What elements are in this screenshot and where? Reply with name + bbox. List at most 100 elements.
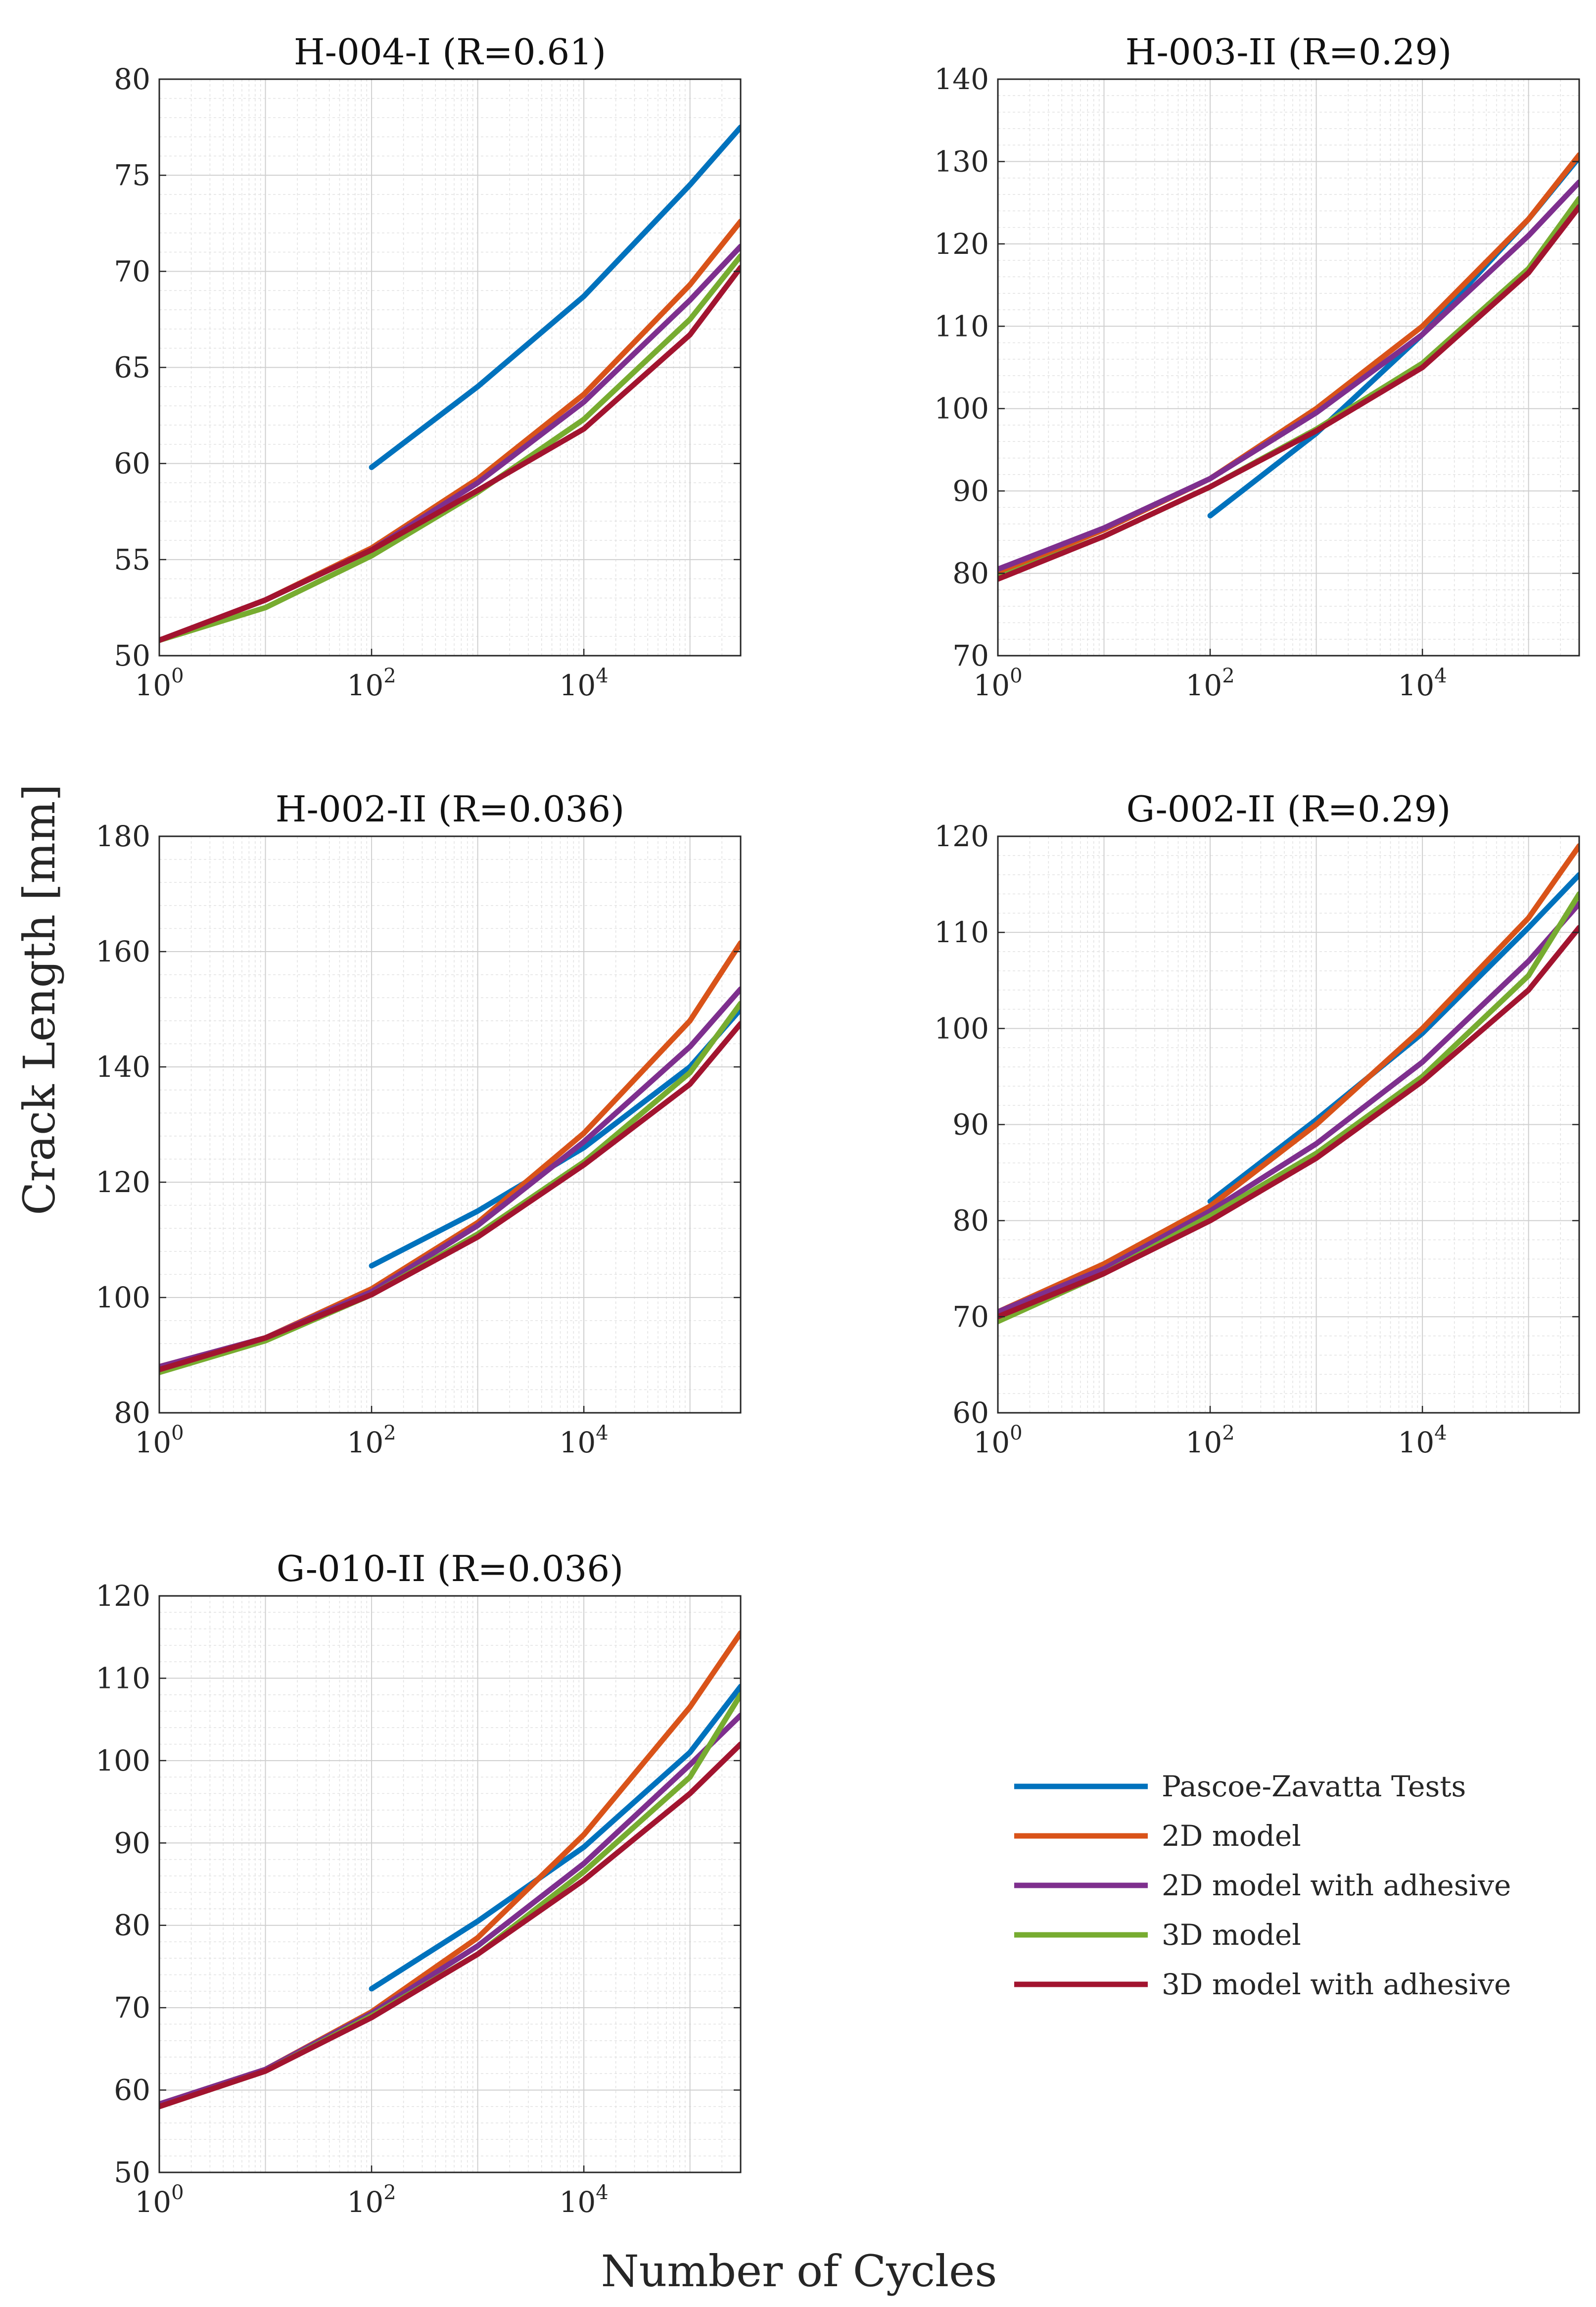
x-tick-label: 104 [559,2181,608,2219]
legend-item: 2D model [1014,1819,1301,1853]
x-tick-label: 104 [1398,665,1447,702]
series-line-3 [159,243,741,643]
series-line-2 [159,218,741,643]
ticks: 50 60 70 80 90 100 110 120 100 102 104 [95,1579,741,2219]
y-tick-label: 140 [95,1050,150,1084]
y-tick-label: 70 [114,254,150,288]
legend-item: Pascoe-Zavatta Tests [1014,1770,1466,1803]
series-line-1 [1207,872,1579,1204]
series-line-5 [159,1741,741,2110]
chart-panel-1: 50 55 60 65 70 75 80 100 102 104 H-004-I (R=0.61) [114,31,742,702]
y-tick-label: 130 [934,144,989,178]
axes-frame [997,78,1580,657]
x-tick-label: 100 [135,665,184,702]
y-tick-label: 110 [95,1661,150,1695]
y-tick-label: 90 [952,1108,989,1142]
y-tick-label: 100 [95,1281,150,1314]
y-tick-label: 80 [114,1396,150,1430]
y-tick-label: 50 [114,2156,150,2189]
ticks: 60 70 80 90 100 110 120 100 102 104 [934,819,1579,1459]
y-tick-label: 110 [934,915,989,949]
y-tick-label: 75 [114,158,150,192]
x-tick-label: 104 [559,665,608,702]
legend-label: 3D model with adhesive [1162,1968,1511,2001]
legend-label: Pascoe-Zavatta Tests [1162,1770,1466,1803]
x-tick-label: 100 [973,665,1022,702]
x-tick-label: 100 [135,1422,184,1459]
series-group [159,1630,741,2110]
y-tick-label: 70 [952,1300,989,1334]
series-group [159,940,741,1375]
series-line-1 [369,124,741,470]
y-tick-label: 160 [95,935,150,968]
y-axis-title: Crack Length [mm] [14,784,65,1215]
grid [159,1595,741,2173]
y-tick-label: 65 [114,351,150,384]
panel-title: G-010-II (R=0.036) [277,1548,624,1589]
series-group [159,124,741,643]
series-line-2 [998,152,1579,577]
panel-title: G-002-II (R=0.29) [1127,788,1451,830]
y-tick-label: 90 [114,1826,150,1860]
y-tick-label: 120 [934,819,989,853]
legend-item: 3D model with adhesive [1014,1968,1511,2001]
y-tick-label: 120 [95,1579,150,1613]
y-tick-label: 80 [952,557,989,590]
series-line-3 [159,986,741,1370]
series-line-5 [159,265,741,643]
y-tick-label: 80 [114,62,150,96]
legend-label: 2D model [1162,1819,1301,1853]
legend-label: 3D model [1162,1918,1301,1952]
y-tick-label: 70 [952,639,989,673]
chart-panel-4: 60 70 80 90 100 110 120 100 102 104 G-002-II (R=0.… [934,788,1580,1459]
y-tick-label: 120 [95,1165,150,1199]
series-line-3 [159,1712,741,2107]
series-line-3 [998,179,1579,572]
grid [159,836,741,1413]
series-line-4 [159,1692,741,2110]
x-tick-label: 104 [559,1422,608,1459]
axes-frame [158,1595,742,2173]
x-tick-label: 102 [347,665,396,702]
grid [997,836,1580,1413]
y-tick-label: 100 [95,1744,150,1778]
series-group [998,843,1579,1324]
series-line-4 [159,253,741,643]
legend-item: 3D model [1014,1918,1301,1952]
series-line-1 [369,1683,741,1992]
panel-title: H-002-II (R=0.036) [276,788,624,830]
series-line-2 [159,1630,741,2107]
legend: Pascoe-Zavatta Tests 2D model 2D model wit… [1014,1770,1511,2001]
series-line-5 [159,1021,741,1373]
series-line-2 [159,940,741,1370]
panel-title: H-003-II (R=0.29) [1126,31,1452,73]
chart-panel-2: 70 80 90 100 110 120 130 140 100 102 104 H-003-II (… [934,31,1580,702]
x-tick-label: 100 [135,2181,184,2219]
series-line-5 [998,925,1579,1320]
y-tick-label: 90 [952,474,989,508]
series-group [998,152,1579,582]
y-tick-label: 120 [934,227,989,261]
ticks: 70 80 90 100 110 120 130 140 100 102 104 [934,62,1579,702]
legend-label: 2D model with adhesive [1162,1869,1511,1902]
y-tick-label: 80 [114,1909,150,1942]
series-line-5 [998,204,1579,582]
y-tick-label: 140 [934,62,989,96]
y-tick-label: 100 [934,1011,989,1045]
grid [997,79,1580,656]
series-line-3 [998,901,1579,1315]
chart-panel-5: 50 60 70 80 90 100 110 120 100 102 104 G-010-II (R=… [95,1548,742,2219]
ticks: 50 55 60 65 70 75 80 100 102 104 [114,62,741,702]
x-tick-label: 102 [347,1422,396,1459]
y-tick-label: 110 [934,309,989,343]
y-tick-label: 55 [114,543,150,577]
x-tick-label: 104 [1398,1422,1447,1459]
series-line-2 [998,843,1579,1315]
y-tick-label: 60 [952,1396,989,1430]
y-tick-label: 100 [934,392,989,426]
x-tick-label: 102 [1185,1422,1234,1459]
x-tick-label: 100 [973,1422,1022,1459]
